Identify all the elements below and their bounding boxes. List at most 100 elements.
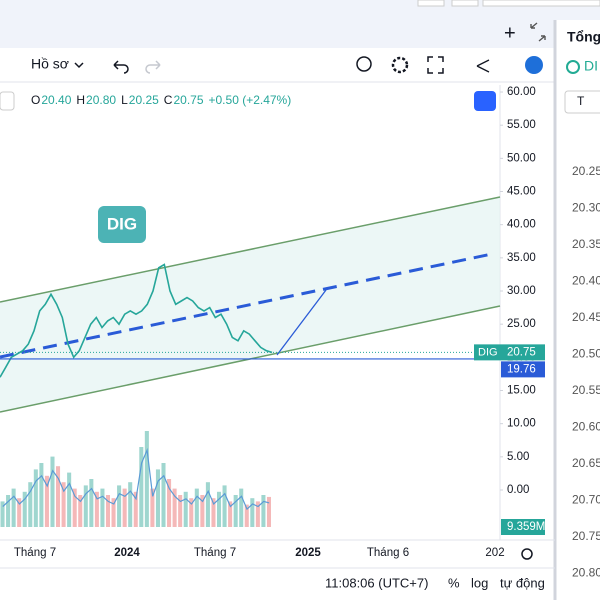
volume-bar	[266, 496, 271, 527]
panel-price: 20.45	[572, 310, 600, 324]
volume-bar	[211, 498, 216, 527]
top-strip	[0, 0, 600, 20]
volume-bar	[167, 479, 172, 527]
share-icon[interactable]	[476, 59, 490, 73]
profile-menu[interactable]: Hồ sơ	[31, 56, 69, 72]
symbol-tag	[474, 344, 501, 361]
volume-bar	[189, 498, 194, 527]
panel-price: 20.40	[572, 274, 600, 288]
panel-price: 20.80	[572, 566, 600, 580]
volume-bar	[194, 488, 199, 527]
volume-bar	[94, 491, 99, 527]
clock: 11:08:06 (UTC+7)	[325, 575, 428, 590]
price-line	[0, 263, 273, 378]
volume-bar	[255, 501, 260, 527]
volume-bar	[122, 488, 127, 527]
trend-line	[276, 289, 327, 356]
panel-symbol: DI	[584, 58, 598, 74]
volume-bar	[33, 469, 38, 527]
legend-value: 20.80	[86, 93, 116, 107]
expand-icon[interactable]	[530, 22, 546, 42]
volume-ma	[2, 447, 270, 511]
volume-bar	[155, 469, 160, 527]
settings-icon[interactable]	[391, 56, 409, 74]
time-tick-label: Tháng 7	[194, 547, 236, 559]
log-toggle[interactable]: log	[471, 575, 488, 590]
volume-bar	[139, 447, 144, 527]
price-tick-label: 0.00	[507, 484, 529, 496]
top-input[interactable]	[482, 0, 600, 7]
volume-bar	[172, 488, 177, 527]
volume-tag	[501, 519, 545, 535]
volume-bar	[100, 488, 105, 527]
volume-bar	[261, 495, 266, 527]
tab-bar	[0, 20, 555, 48]
legend-value: 20.25	[129, 93, 159, 107]
redo[interactable]	[145, 60, 161, 74]
volume-bar	[200, 495, 205, 527]
volume-bar	[228, 501, 233, 527]
add-icon[interactable]: +	[504, 22, 516, 44]
percent-toggle[interactable]: %	[448, 575, 460, 590]
top-button[interactable]	[417, 0, 445, 7]
logo[interactable]	[525, 56, 543, 74]
legend-key: H	[76, 93, 85, 107]
volume-bar	[11, 488, 16, 527]
volume-bar	[161, 463, 166, 527]
panel-price: 20.75	[572, 529, 600, 543]
chevron	[74, 62, 84, 69]
panel-tab-text: T	[577, 94, 585, 108]
panel-price: 20.60	[572, 420, 600, 434]
last-price-text: 20.75	[507, 346, 536, 358]
legend-key: C	[164, 93, 173, 107]
top-button[interactable]	[451, 0, 479, 7]
price-tick-label: 40.00	[507, 219, 536, 231]
panel-price: 20.35	[572, 237, 600, 251]
legend-value: 20.40	[41, 93, 71, 107]
price-tick-label: 15.00	[507, 385, 536, 397]
line-price-tag	[501, 361, 545, 378]
panel-price: 20.55	[572, 383, 600, 397]
volume-bar	[0, 501, 5, 527]
price-tick-label: 5.00	[507, 451, 529, 463]
volume-bar	[216, 491, 222, 527]
auto-toggle[interactable]: tự động	[500, 575, 545, 590]
time-tick-label: 202	[485, 547, 504, 559]
volume-bar	[111, 498, 116, 527]
panel-price: 20.50	[572, 347, 600, 361]
sync-btn[interactable]	[474, 91, 496, 111]
volume-bar	[61, 482, 66, 527]
volume-bar	[28, 482, 33, 527]
line-price-text: 19.76	[507, 363, 536, 375]
volume-bar	[205, 482, 210, 527]
badge-text: DIG	[107, 214, 137, 233]
search-icon[interactable]	[356, 56, 372, 72]
volume-bar	[144, 431, 149, 527]
channel-upper	[0, 196, 501, 303]
volume-bar	[233, 495, 238, 527]
panel-price: 20.25	[572, 164, 600, 178]
volume-bar	[50, 456, 55, 527]
collapse-btn[interactable]	[0, 91, 15, 111]
undo[interactable]	[113, 60, 129, 74]
price-tick-label: 50.00	[507, 152, 536, 164]
legend-key: L	[121, 93, 128, 107]
volume-bar	[117, 485, 122, 527]
price-tick-label: 55.00	[507, 119, 536, 131]
price-tick-label: 60.00	[507, 86, 536, 98]
fullscreen-icon[interactable]	[427, 56, 444, 74]
panel-tab[interactable]	[564, 90, 600, 114]
price-tick-label: 25.00	[507, 318, 536, 330]
time-tick-label: 2025	[295, 547, 321, 559]
price-tick-label: 30.00	[507, 285, 536, 297]
axis-settings[interactable]	[521, 548, 533, 560]
legend-change: +0.50 (+2.47%)	[209, 93, 292, 107]
time-tick-label: 2024	[114, 547, 140, 559]
volume-bar	[67, 472, 72, 527]
volume-bar	[56, 466, 61, 527]
volume-bar	[89, 479, 94, 527]
volume-bar	[105, 495, 111, 527]
volume-bar	[150, 488, 155, 527]
volume-bar	[44, 475, 49, 527]
badge	[98, 206, 146, 243]
